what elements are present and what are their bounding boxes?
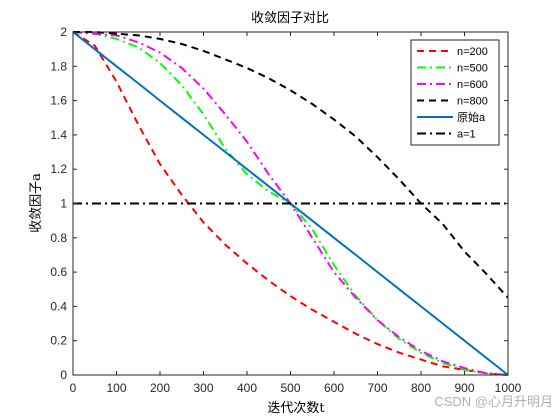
y-tick-label: 2 <box>60 25 67 39</box>
x-ticks: 0 100 200 300 400 500 600 700 800 900 1000 <box>70 32 522 395</box>
series-line-3 <box>73 31 509 299</box>
x-axis-label: 迭代次数t <box>267 400 325 416</box>
watermark: CSDN @心月升明月 <box>434 394 553 409</box>
y-tick-label: 1.4 <box>50 128 67 142</box>
legend: n=200 n=500 n=600 n=800 原始a a=1 <box>410 39 500 146</box>
x-tick-label: 500 <box>280 381 300 395</box>
y-tick-label: 1.8 <box>50 59 67 73</box>
x-tick-label: 1000 <box>495 381 522 395</box>
legend-label: 原始a <box>457 110 486 124</box>
x-tick-label: 200 <box>150 381 170 395</box>
y-tick-label: 1.2 <box>50 162 67 176</box>
x-tick-label: 300 <box>193 381 213 395</box>
y-axis-label: 收敛因子a <box>28 173 44 233</box>
series-line-0 <box>72 31 509 376</box>
y-tick-label: 1.6 <box>50 94 67 108</box>
x-tick-label: 900 <box>454 381 474 395</box>
x-tick-label: 400 <box>237 381 257 395</box>
y-tick-label: 1 <box>60 197 67 211</box>
legend-label: n=800 <box>457 96 488 108</box>
legend-box <box>410 39 500 146</box>
y-tick-label: 0.8 <box>50 231 67 245</box>
x-tick-label: 600 <box>324 381 344 395</box>
y-ticks: 0 0.2 0.4 0.6 0.8 1 1.2 1.4 1.6 1.8 2 <box>50 25 508 382</box>
chart-title: 收敛因子对比 <box>251 10 329 26</box>
y-tick-label: 0 <box>60 368 67 382</box>
series-layer <box>72 31 509 376</box>
legend-label: n=500 <box>457 63 488 75</box>
legend-label: n=200 <box>457 46 488 58</box>
x-tick-label: 0 <box>70 381 77 395</box>
x-tick-label: 100 <box>106 381 126 395</box>
x-tick-label: 800 <box>411 381 431 395</box>
x-tick-label: 700 <box>367 381 387 395</box>
y-tick-label: 0.4 <box>50 299 67 313</box>
y-tick-label: 0.2 <box>50 334 67 348</box>
legend-label: n=600 <box>457 79 488 91</box>
legend-label: a=1 <box>457 129 476 141</box>
y-tick-label: 0.6 <box>50 265 67 279</box>
